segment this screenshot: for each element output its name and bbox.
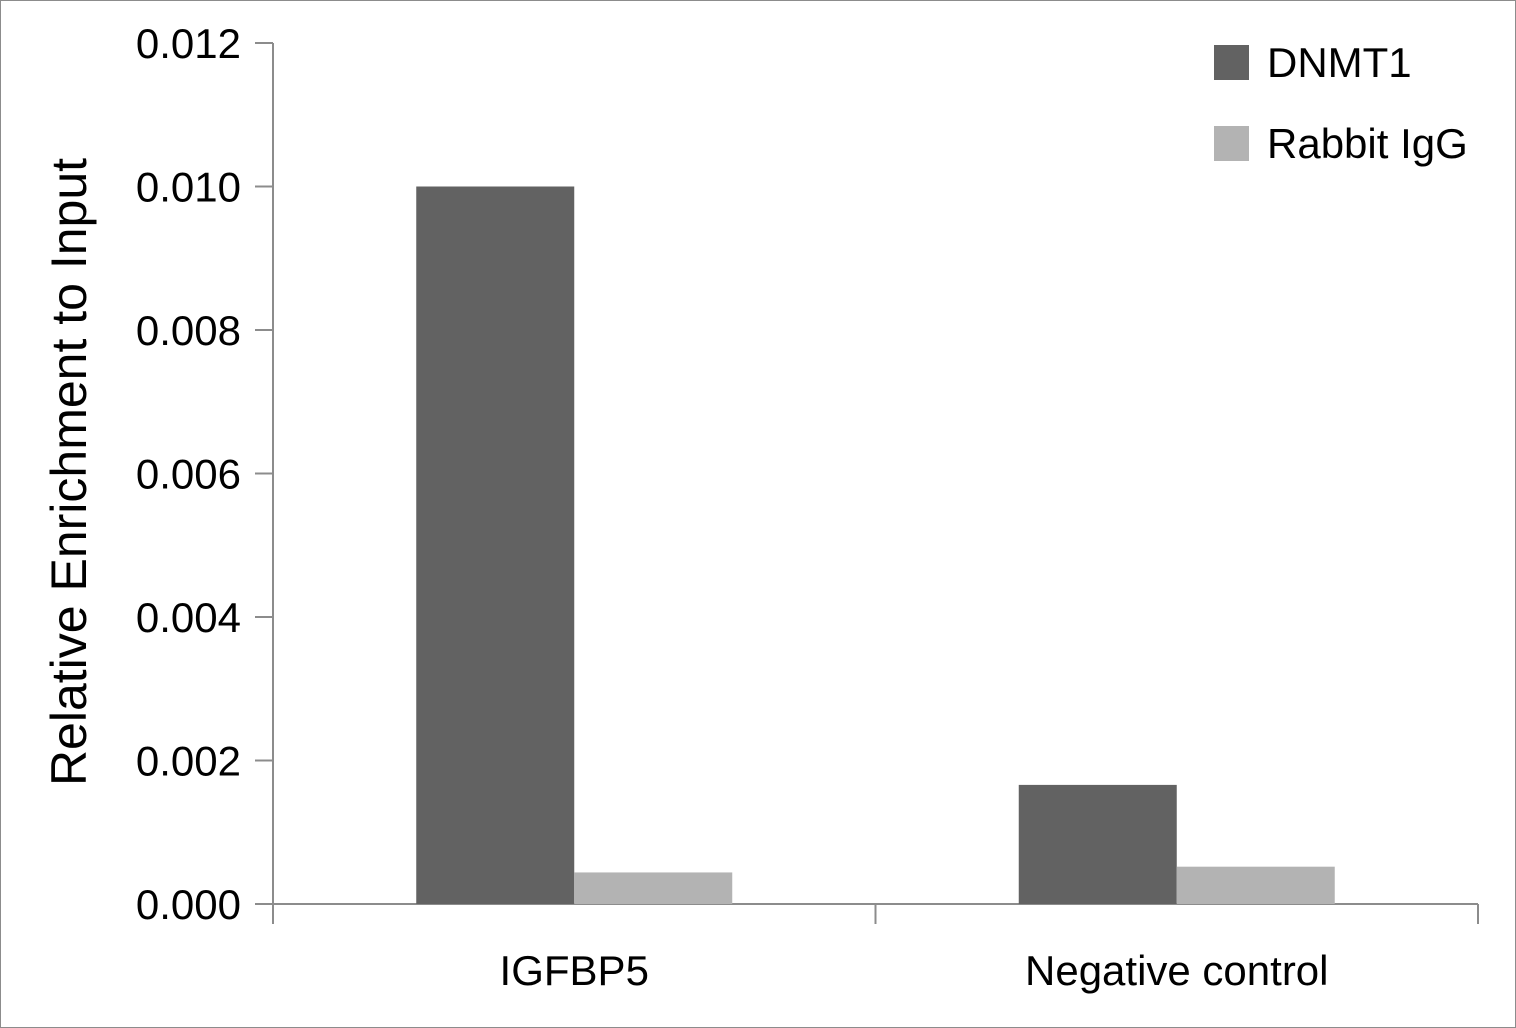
legend-label: DNMT1: [1267, 39, 1412, 86]
legend-swatch: [1214, 45, 1249, 80]
x-category-label: IGFBP5: [500, 947, 649, 994]
y-ticks: 0.000 0.002 0.004 0.006 0.008 0.010 0.012: [136, 20, 273, 928]
y-tick-label: 0.010: [136, 164, 241, 211]
y-tick-label: 0.000: [136, 881, 241, 928]
bar-rabbit-igg: [1176, 866, 1335, 904]
y-axis-title: Relative Enrichment to Input: [41, 158, 97, 786]
x-category-labels: IGFBP5 Negative control: [272, 904, 1479, 994]
y-tick-label: 0.002: [136, 738, 241, 785]
x-category-label: Negative control: [1025, 947, 1329, 994]
legend-swatch: [1214, 126, 1249, 161]
y-tick-label: 0.004: [136, 594, 241, 641]
bar-rabbit-igg: [574, 872, 733, 904]
legend: DNMT1 Rabbit IgG: [1214, 39, 1468, 167]
legend-label: Rabbit IgG: [1267, 120, 1468, 167]
bar-dnmt1: [416, 186, 575, 904]
y-tick-label: 0.008: [136, 307, 241, 354]
bar-dnmt1: [1018, 784, 1177, 904]
y-tick-label: 0.012: [136, 20, 241, 67]
y-tick-label: 0.006: [136, 451, 241, 498]
bars: [416, 186, 1335, 904]
